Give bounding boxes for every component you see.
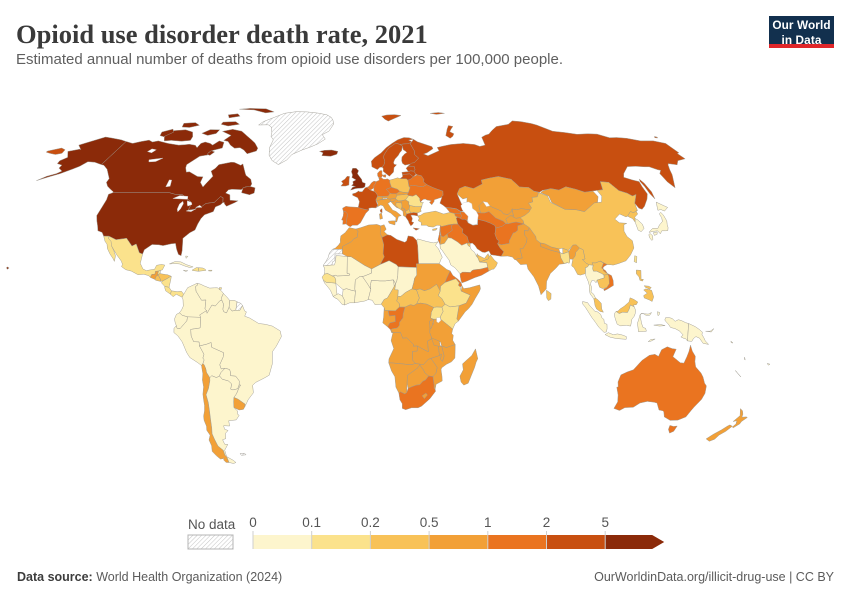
svg-text:0.5: 0.5	[420, 515, 439, 530]
svg-text:0: 0	[249, 515, 257, 530]
svg-text:1: 1	[484, 515, 492, 530]
svg-text:5: 5	[601, 515, 609, 530]
svg-text:0.2: 0.2	[361, 515, 380, 530]
svg-text:2: 2	[543, 515, 551, 530]
svg-text:0.1: 0.1	[302, 515, 321, 530]
svg-text:No data: No data	[188, 517, 236, 532]
